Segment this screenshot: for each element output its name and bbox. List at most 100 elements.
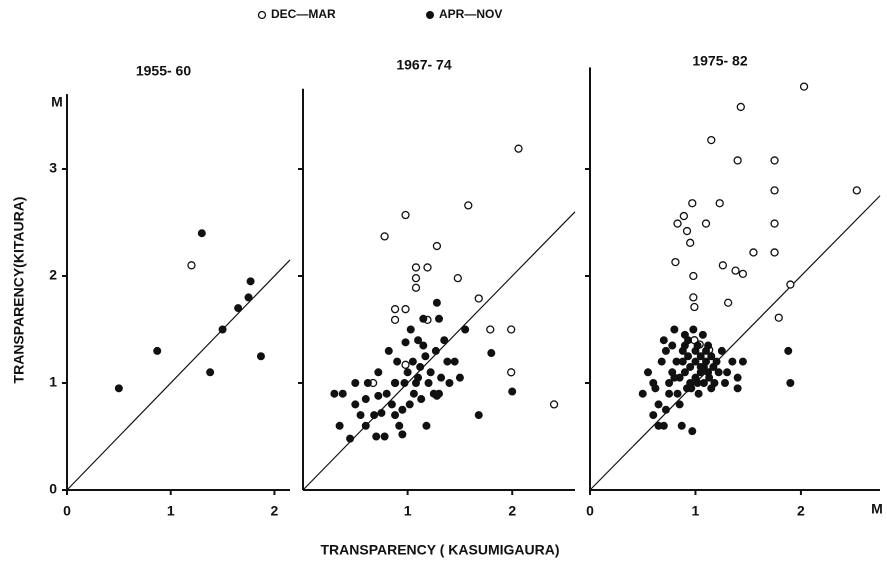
- point: [411, 263, 421, 272]
- point: [770, 186, 779, 195]
- point: [638, 389, 647, 398]
- y-tick-label: 3: [49, 160, 57, 176]
- point: [720, 379, 729, 387]
- point: [421, 352, 430, 361]
- point: [696, 352, 705, 361]
- identity-line: [589, 195, 881, 491]
- point: [682, 226, 692, 236]
- x-tick-label: 0: [63, 503, 71, 519]
- point: [733, 384, 742, 393]
- point: [701, 219, 711, 228]
- point: [654, 400, 663, 409]
- point: [686, 238, 695, 247]
- point: [684, 336, 693, 345]
- point: [387, 400, 396, 409]
- point: [677, 421, 686, 430]
- point: [363, 379, 372, 387]
- point: [437, 373, 446, 382]
- point: [380, 232, 389, 241]
- point: [673, 389, 682, 398]
- point: [774, 313, 783, 322]
- point: [715, 199, 724, 208]
- panel-title: 1955- 60: [136, 63, 191, 79]
- point: [717, 346, 726, 355]
- point: [450, 357, 459, 366]
- point: [440, 336, 449, 345]
- point: [408, 357, 417, 366]
- point: [431, 346, 440, 355]
- point: [400, 379, 409, 387]
- point: [687, 384, 696, 393]
- point: [686, 362, 695, 371]
- point: [405, 400, 414, 409]
- point: [718, 261, 728, 270]
- point: [770, 156, 779, 165]
- x-tick-label: 1: [692, 503, 700, 519]
- point: [736, 102, 745, 112]
- x-tick-label: 1: [404, 503, 412, 519]
- panel-title: 1975- 82: [692, 53, 747, 69]
- point: [486, 325, 495, 334]
- x-axis-label: TRANSPARENCY ( KASUMIGAURA): [320, 542, 559, 558]
- point: [673, 219, 682, 228]
- y-axis-label: TRANSPARENCY(KITAURA): [11, 197, 27, 384]
- point: [406, 325, 415, 334]
- point: [244, 293, 253, 302]
- point: [549, 400, 559, 409]
- point: [443, 357, 452, 366]
- point: [114, 384, 123, 393]
- point: [670, 373, 679, 382]
- point: [461, 325, 470, 334]
- point: [218, 325, 227, 334]
- point: [419, 314, 428, 323]
- point: [384, 346, 393, 355]
- x-tick-label: 2: [508, 503, 516, 519]
- point: [691, 357, 700, 366]
- point: [422, 421, 431, 430]
- point: [731, 266, 740, 275]
- point: [474, 411, 483, 420]
- x-unit: M: [871, 501, 883, 517]
- point: [679, 211, 689, 221]
- x-tick-label: 2: [271, 503, 279, 519]
- point: [391, 379, 400, 387]
- point: [507, 368, 516, 377]
- point: [704, 341, 713, 350]
- point: [435, 314, 443, 323]
- point: [675, 400, 684, 409]
- point: [694, 389, 703, 398]
- point: [689, 293, 698, 302]
- point: [733, 156, 742, 165]
- point: [487, 349, 496, 358]
- point: [707, 352, 716, 361]
- point: [689, 271, 698, 281]
- legend-marker: [257, 10, 267, 20]
- point: [234, 304, 243, 313]
- point: [411, 283, 421, 292]
- point: [153, 346, 162, 355]
- point: [738, 269, 748, 279]
- point: [398, 405, 407, 414]
- point: [661, 405, 670, 414]
- point: [246, 277, 255, 286]
- point: [693, 379, 702, 387]
- point: [374, 391, 383, 400]
- point: [671, 257, 680, 267]
- point: [507, 325, 516, 334]
- point: [661, 346, 670, 355]
- point: [689, 325, 698, 334]
- point: [712, 357, 721, 366]
- legend-label: DEC—MAR: [271, 7, 336, 21]
- point: [432, 241, 442, 251]
- point: [403, 368, 412, 377]
- point: [699, 362, 708, 371]
- point: [338, 389, 347, 398]
- point: [723, 368, 732, 377]
- point: [401, 210, 410, 220]
- y-tick-label: 0: [49, 481, 57, 497]
- point: [668, 341, 677, 350]
- y-tick-label: 1: [49, 374, 57, 390]
- identity-line: [66, 259, 291, 491]
- point: [728, 357, 737, 366]
- x-tick-label: 2: [797, 503, 805, 519]
